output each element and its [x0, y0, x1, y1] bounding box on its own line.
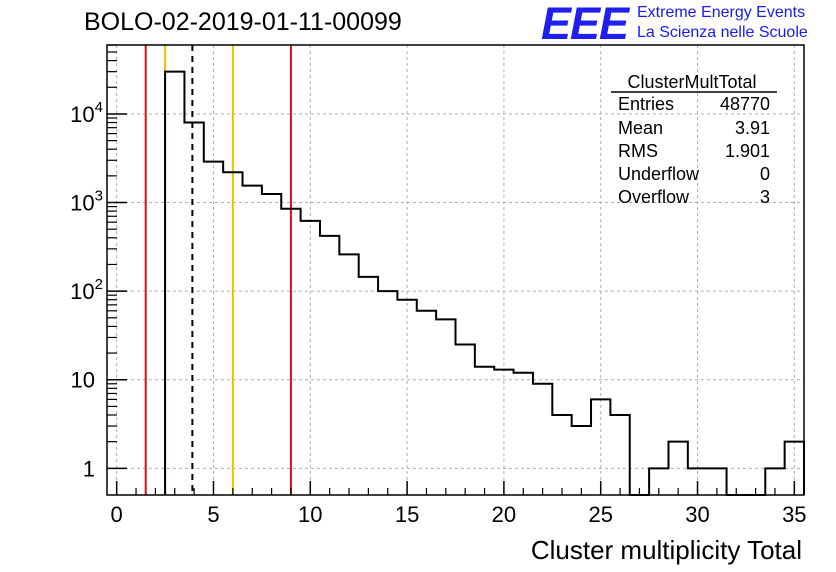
y-tick-label-3: 103 [70, 188, 103, 216]
x-tick-label-4: 20 [492, 502, 516, 527]
stats-value-entries: 48770 [720, 94, 770, 114]
y-tick-label-0: 1 [83, 456, 95, 481]
stats-label-entries: Entries [618, 94, 674, 114]
stats-label-mean: Mean [618, 118, 663, 138]
stats-value-rms: 1.901 [725, 141, 770, 161]
stats-title: ClusterMultTotal [627, 72, 756, 92]
run-title: BOLO-02-2019-01-11-00099 [84, 8, 402, 36]
y-tick-label-4: 104 [70, 99, 103, 127]
x-tick-label-6: 30 [685, 502, 709, 527]
stats-label-rms: RMS [618, 141, 658, 161]
stats-value-overflow: 3 [760, 187, 770, 207]
stats-value-underflow: 0 [760, 164, 770, 184]
x-tick-label-2: 10 [298, 502, 322, 527]
x-tick-label-3: 15 [395, 502, 419, 527]
x-tick-label-7: 35 [782, 502, 806, 527]
logo-line-1: Extreme Energy Events [637, 4, 806, 21]
y-tick-label-1: 10 [71, 368, 95, 393]
x-tick-label-5: 25 [588, 502, 612, 527]
stats-box: ClusterMultTotal Entries 48770 Mean 3.91… [611, 72, 777, 207]
x-axis-label: Cluster multiplicity Total [531, 535, 802, 565]
stats-value-mean: 3.91 [735, 118, 770, 138]
stats-label-overflow: Overflow [618, 187, 690, 207]
grid-layer [107, 45, 804, 495]
eee-logo: EEE [541, 0, 629, 49]
plot-frame [106, 44, 805, 496]
y-tick-label-2: 102 [70, 276, 103, 304]
x-tick-label-1: 5 [207, 502, 219, 527]
reference-lines [144, 45, 292, 495]
x-tick-label-0: 0 [111, 502, 123, 527]
histogram-outline [164, 70, 805, 496]
stats-label-underflow: Underflow [618, 164, 700, 184]
logo-line-2: La Scienza nelle Scuole [637, 24, 808, 41]
